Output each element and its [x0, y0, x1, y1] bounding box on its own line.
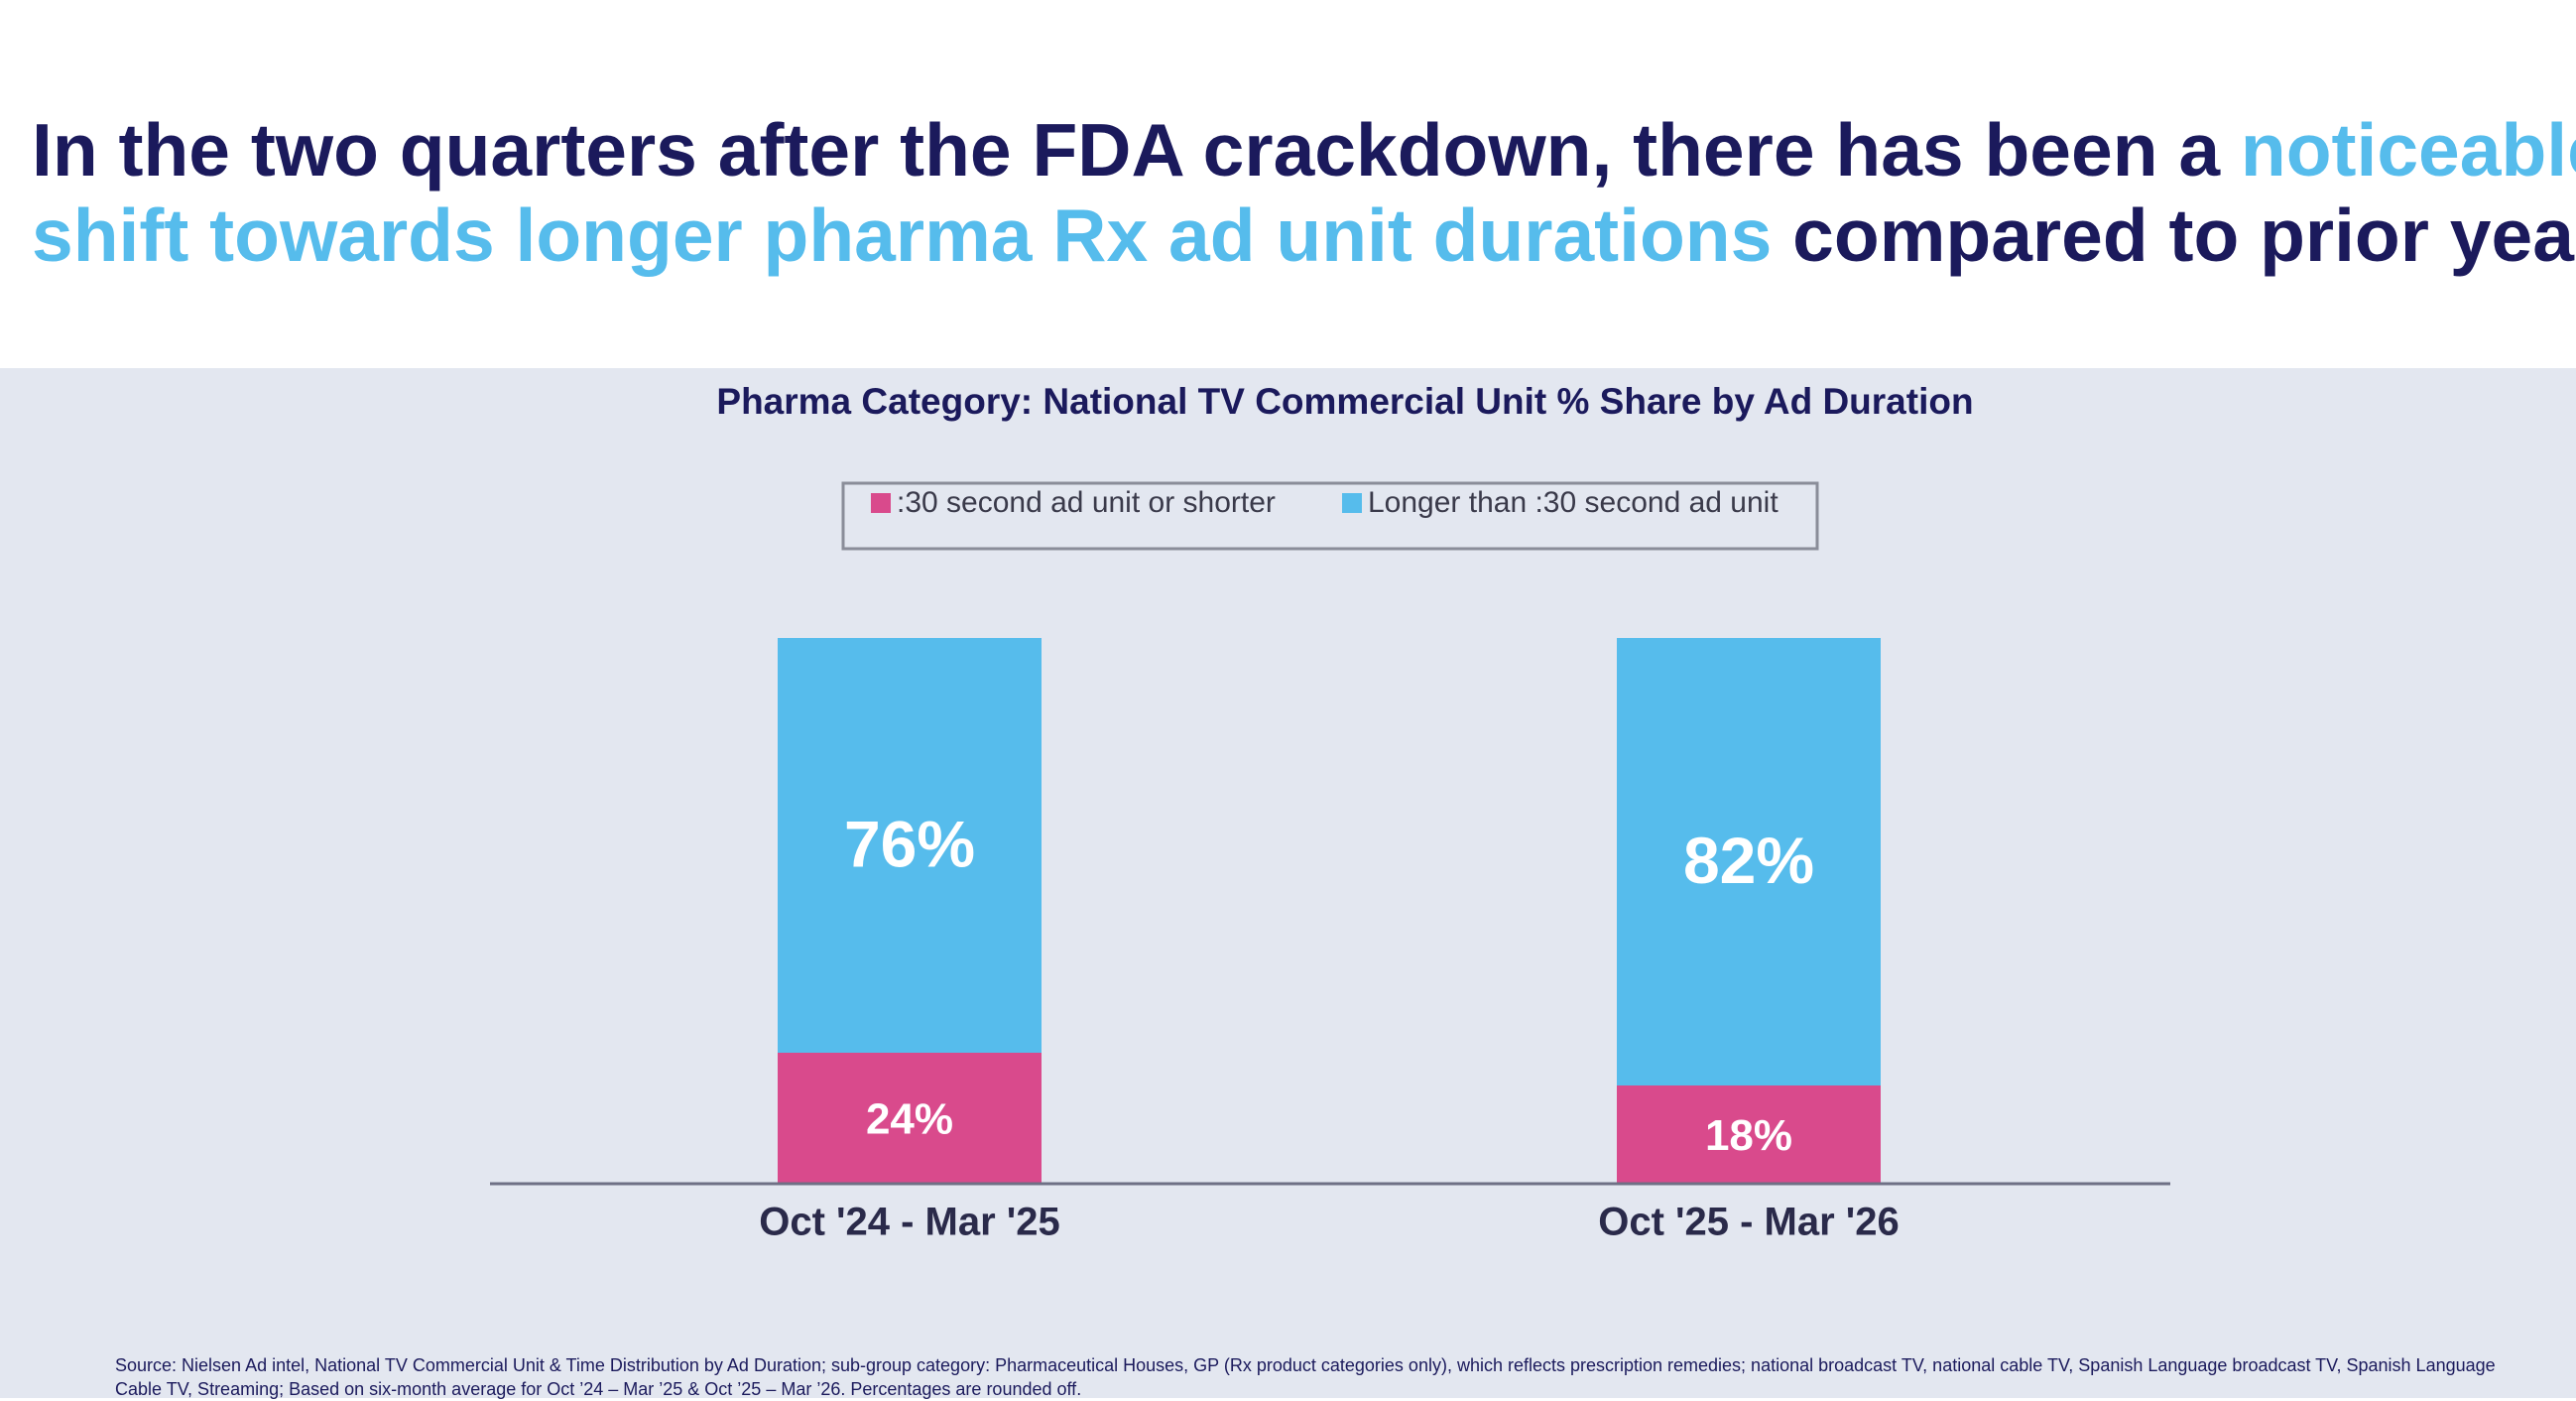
bar-segment [1617, 1085, 1881, 1184]
legend-swatch [1342, 493, 1362, 513]
legend-swatch [871, 493, 891, 513]
data-label: 24% [866, 1095, 953, 1144]
headline-segment: In the two quarters after the FDA crackd… [32, 108, 2241, 191]
legend-label: :30 second ad unit or shorter [897, 486, 1276, 519]
chart-background [0, 368, 2576, 1398]
bar-segment [778, 1053, 1042, 1184]
legend-box [841, 481, 1819, 551]
data-label: 82% [1683, 824, 1814, 897]
bar-segment [1617, 638, 1881, 1085]
bar-segment [778, 638, 1042, 1053]
chart-title: Pharma Category: National TV Commercial … [716, 381, 1973, 422]
x-tick-label: Oct '24 - Mar '25 [759, 1201, 1060, 1244]
headline-line: In the two quarters after the FDA crackd… [32, 107, 2576, 192]
headline-line: shift towards longer pharma Rx ad unit d… [32, 192, 2576, 278]
legend-label: Longer than :30 second ad unit [1368, 486, 1779, 519]
headline-segment: shift towards longer pharma Rx ad unit d… [32, 193, 1773, 277]
headline-segment: compared to prior year [1772, 193, 2576, 277]
x-tick-label: Oct '25 - Mar '26 [1598, 1201, 1900, 1244]
headline-segment: noticeable [2240, 108, 2576, 191]
data-label: 18% [1705, 1111, 1792, 1160]
headline: In the two quarters after the FDA crackd… [32, 107, 2576, 278]
data-label: 76% [844, 807, 975, 880]
footnote: Source: Nielsen Ad intel, National TV Co… [115, 1355, 2496, 1399]
